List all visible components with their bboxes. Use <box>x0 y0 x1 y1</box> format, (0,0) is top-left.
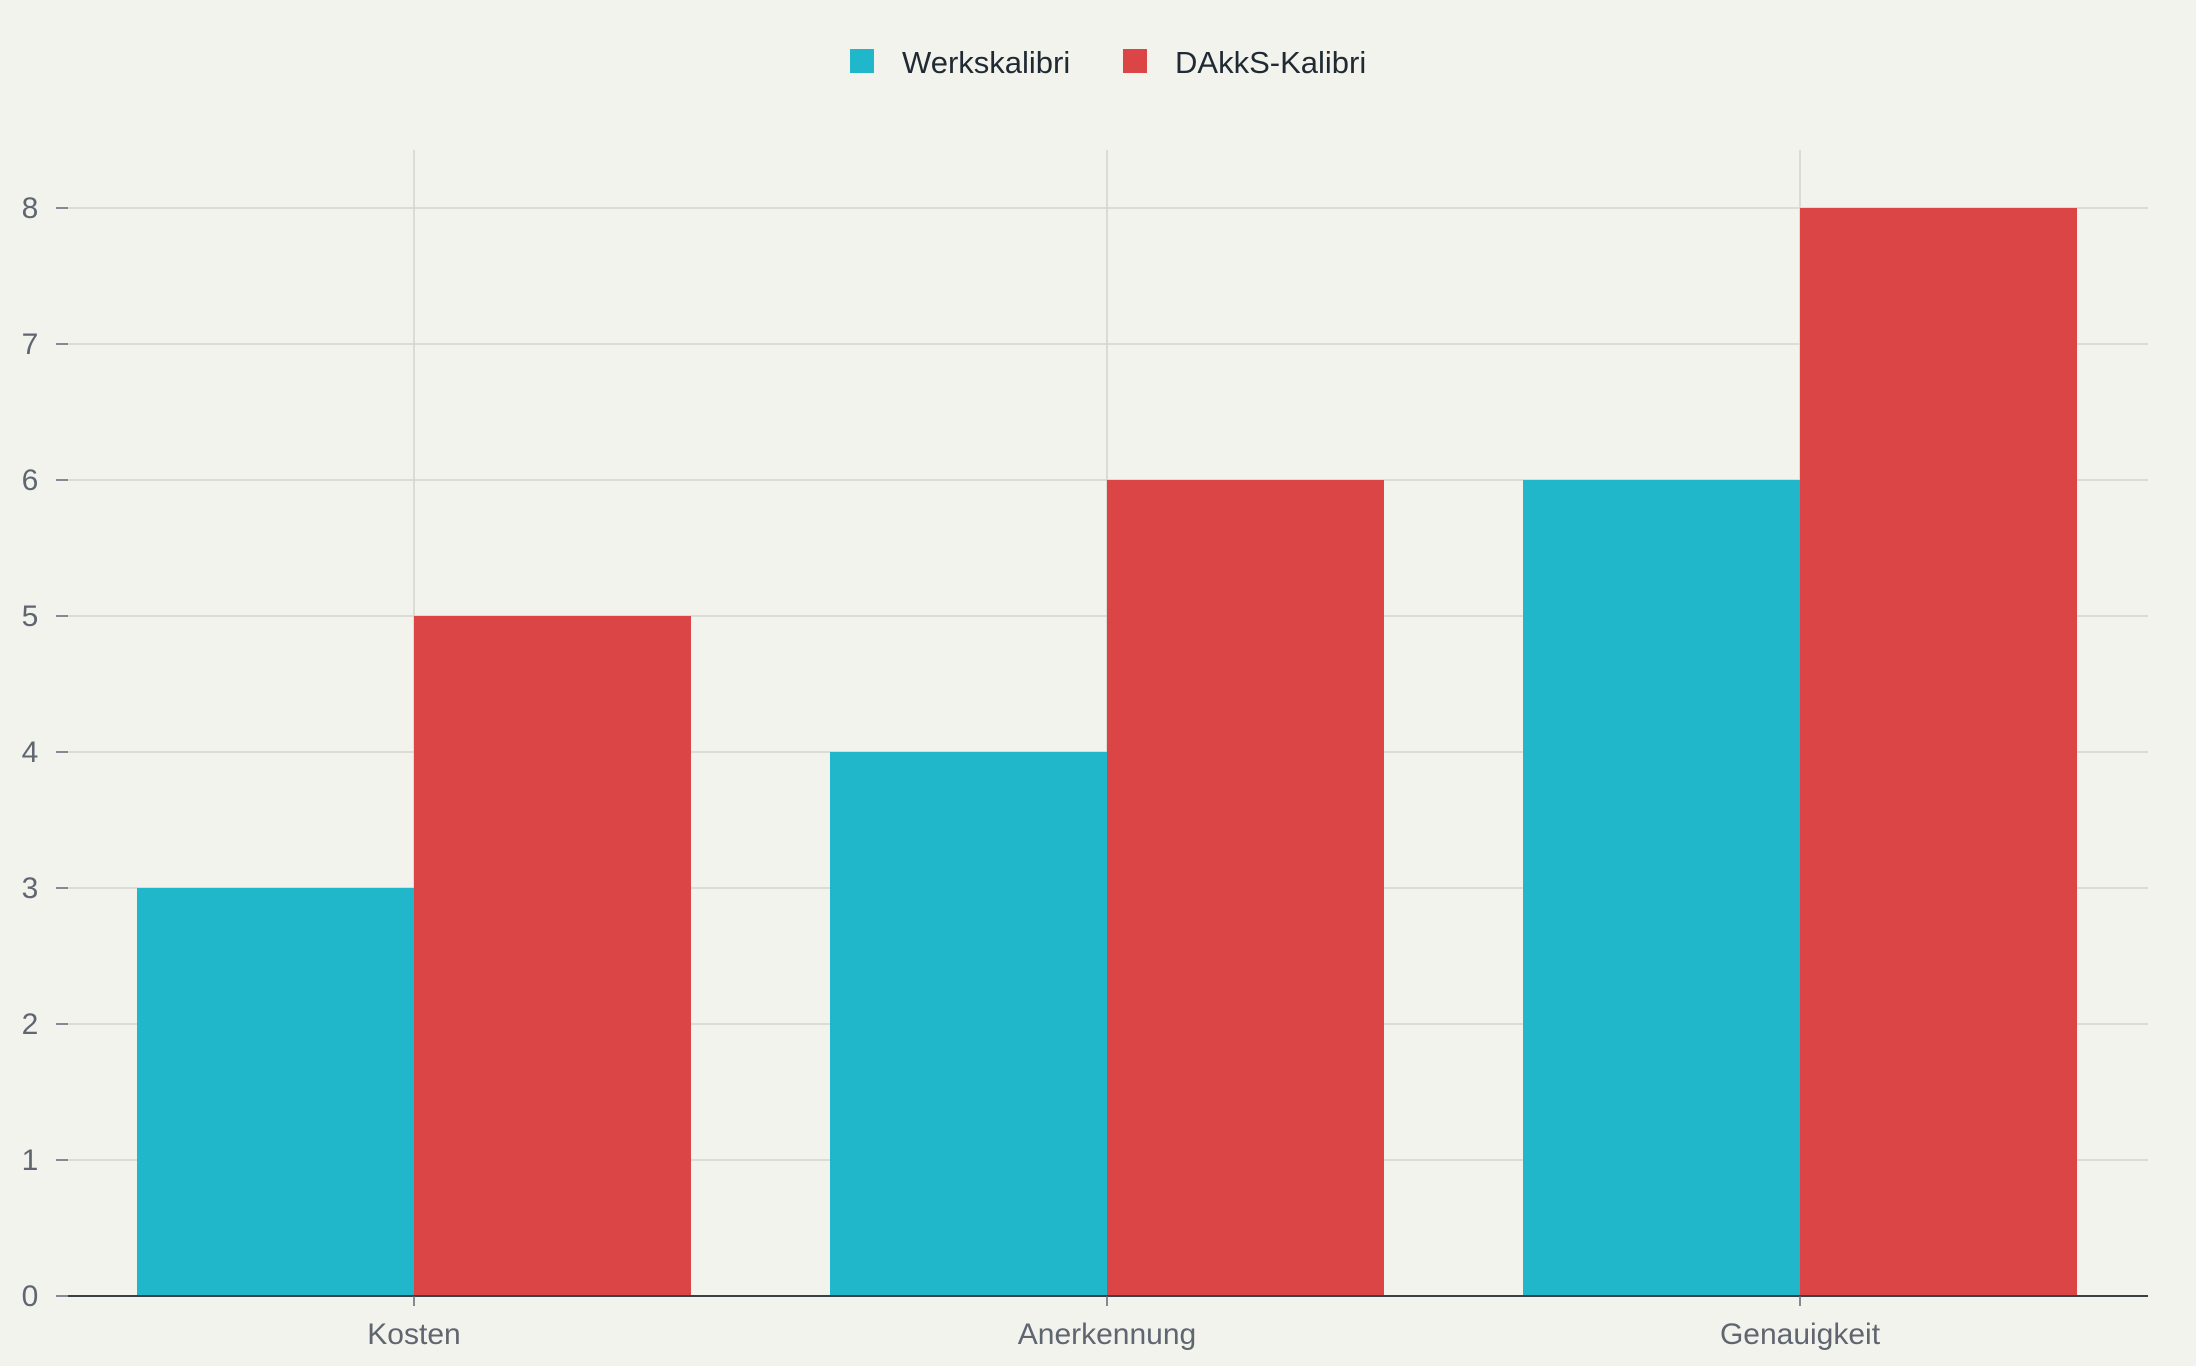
bars <box>137 208 2077 1296</box>
x-tick-label: Genauigkeit <box>1720 1318 1881 1351</box>
y-tick-label: 2 <box>22 1008 39 1041</box>
x-tick-label: Anerkennung <box>1018 1318 1196 1351</box>
legend-swatch <box>850 49 874 73</box>
bar-werkskalibri-genauigkeit[interactable] <box>1523 480 1800 1296</box>
legend-label: DAkkS-Kalibri <box>1175 45 1366 80</box>
bar-dakks-kalibri-anerkennung[interactable] <box>1107 480 1384 1296</box>
y-tick-label: 8 <box>22 192 39 225</box>
bar-werkskalibri-kosten[interactable] <box>137 888 414 1296</box>
bar-dakks-kalibri-kosten[interactable] <box>414 616 691 1296</box>
legend[interactable]: Werkskalibri DAkkS-Kalibri <box>850 45 1366 80</box>
y-tick-label: 3 <box>22 872 39 905</box>
legend-swatch <box>1123 49 1147 73</box>
y-tick-label: 4 <box>22 736 39 769</box>
x-tick-label: Kosten <box>367 1318 460 1351</box>
axes: 0 1 2 3 4 5 6 7 8 Kosten Anerkennung Genauigkeit <box>22 192 2148 1351</box>
y-tick-label: 6 <box>22 464 39 497</box>
legend-label: Werkskalibri <box>902 45 1070 80</box>
bar-werkskalibri-anerkennung[interactable] <box>830 752 1107 1296</box>
y-tick-label: 1 <box>22 1144 39 1177</box>
bar-dakks-kalibri-genauigkeit[interactable] <box>1800 208 2077 1296</box>
y-tick-label: 7 <box>22 328 39 361</box>
legend-item-dakks-kalibri[interactable]: DAkkS-Kalibri <box>1123 45 1366 80</box>
y-tick-label: 0 <box>22 1280 39 1313</box>
legend-item-werkskalibri[interactable]: Werkskalibri <box>850 45 1070 80</box>
y-tick-label: 5 <box>22 600 39 633</box>
